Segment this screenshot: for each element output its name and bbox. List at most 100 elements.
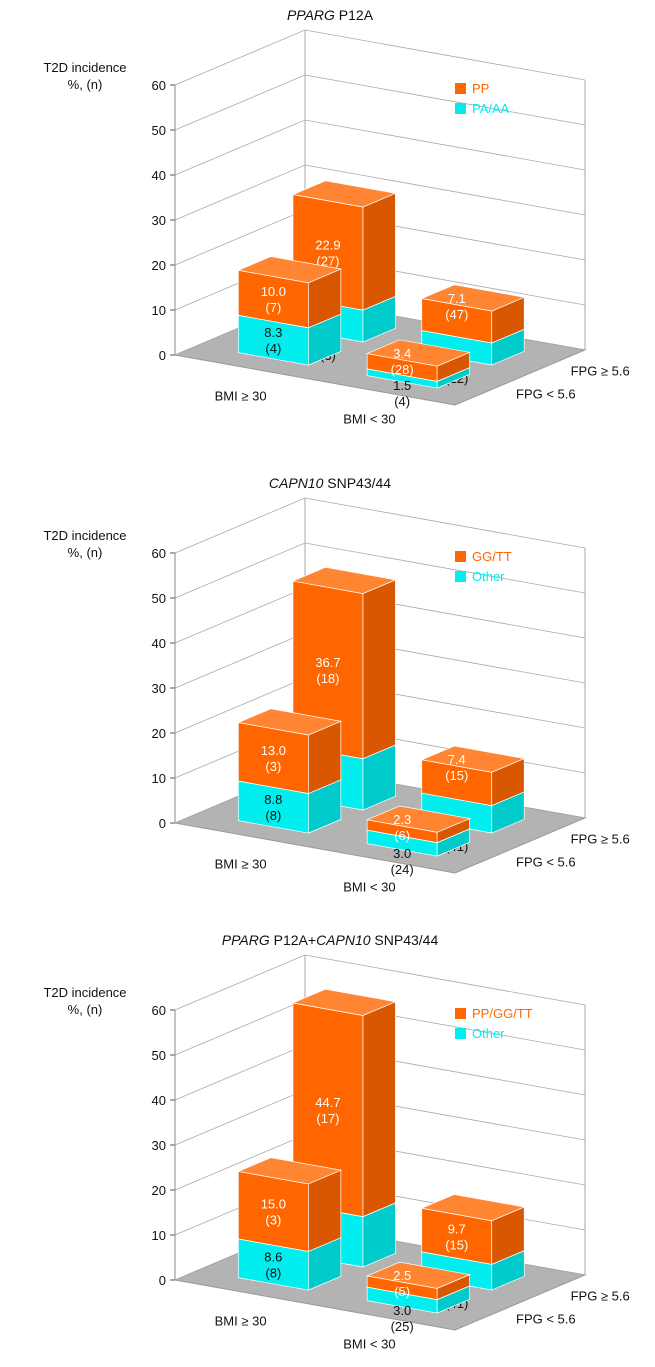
- n-label: (47): [445, 307, 468, 322]
- x-category-label: BMI ≥ 30: [215, 389, 267, 404]
- y-tick-label: 0: [159, 1273, 166, 1288]
- legend-label: PP/GG/TT: [472, 1006, 533, 1021]
- n-label: (3): [265, 1212, 281, 1227]
- bar-side: [362, 1001, 396, 1218]
- y-axis-label: T2D incidence: [43, 528, 126, 543]
- y-tick-label: 60: [152, 546, 166, 561]
- bar-top: [365, 339, 471, 367]
- value-label: 1.5: [393, 378, 411, 393]
- value-label: 22.9: [315, 237, 340, 252]
- bar-side: [362, 579, 396, 760]
- value-label: 9.7: [448, 1221, 466, 1236]
- z-category-label: FPG < 5.6: [516, 1312, 576, 1327]
- bar-segment: [420, 745, 526, 807]
- bar-top: [420, 284, 526, 312]
- y-tick-label: 50: [152, 123, 166, 138]
- bar-segment: [291, 988, 397, 1218]
- bar-top: [237, 1157, 343, 1185]
- title-part: CAPN10: [269, 475, 324, 491]
- chart-panel: PPARG P12A+CAPN10 SNP43/44 T2D incidence%…: [43, 932, 630, 1352]
- value-label: 10.0: [261, 284, 286, 299]
- chart-title: PPARG P12A+CAPN10 SNP43/44: [222, 932, 439, 948]
- bar-top: [420, 1194, 526, 1222]
- x-category-label: BMI < 30: [343, 1337, 395, 1352]
- value-label: 7.1: [448, 291, 466, 306]
- title-part: P12A+: [270, 932, 316, 948]
- n-label: (25): [391, 1319, 414, 1334]
- value-label: 13.0: [261, 743, 286, 758]
- z-category-label: FPG ≥ 5.6: [571, 1288, 630, 1303]
- y-tick-label: 10: [152, 303, 166, 318]
- legend-swatch: [455, 551, 466, 562]
- bar-top: [291, 180, 397, 208]
- n-label: (3): [265, 759, 281, 774]
- value-label: 8.3: [264, 325, 282, 340]
- y-tick-label: 20: [152, 1183, 166, 1198]
- y-tick-label: 30: [152, 213, 166, 228]
- z-category-label: FPG < 5.6: [516, 387, 576, 402]
- y-tick-label: 0: [159, 816, 166, 831]
- bar-segment: [237, 256, 343, 329]
- x-category-label: BMI < 30: [343, 412, 395, 427]
- n-label: (8): [265, 808, 281, 823]
- bar-side: [362, 192, 396, 311]
- value-label: 3.4: [393, 346, 411, 361]
- y-tick-label: 30: [152, 681, 166, 696]
- value-label: 2.3: [393, 812, 411, 827]
- bar-segment: [237, 708, 343, 795]
- legend-swatch: [455, 83, 466, 94]
- bar-segment: [365, 339, 471, 382]
- bar-top: [291, 566, 397, 594]
- bar-side: [308, 1169, 342, 1252]
- y-tick-label: 60: [152, 1003, 166, 1018]
- value-label: 2.5: [393, 1268, 411, 1283]
- bar-top: [291, 988, 397, 1016]
- value-label: 15.0: [261, 1196, 286, 1211]
- legend-swatch: [455, 1008, 466, 1019]
- n-label: (8): [265, 1266, 281, 1281]
- value-label: 8.8: [264, 792, 282, 807]
- bar-top: [237, 708, 343, 736]
- title-part: P12A: [335, 7, 374, 23]
- y-tick-label: 50: [152, 591, 166, 606]
- legend-label: GG/TT: [472, 549, 512, 564]
- value-label: 8.6: [264, 1250, 282, 1265]
- n-label: (6): [394, 828, 410, 843]
- y-axis-label: %, (n): [68, 1002, 103, 1017]
- y-axis-label: %, (n): [68, 77, 103, 92]
- chart-panel: PPARG P12A T2D incidence %, (n) 0 10 20 30 40 50…: [43, 7, 630, 427]
- y-tick-label: 30: [152, 1138, 166, 1153]
- title-part: CAPN10: [316, 932, 371, 948]
- n-label: (18): [316, 671, 339, 686]
- y-tick-label: 20: [152, 726, 166, 741]
- z-category-label: FPG ≥ 5.6: [571, 363, 630, 378]
- bar-top: [420, 745, 526, 773]
- z-category-label: FPG < 5.6: [516, 855, 576, 870]
- y-tick-label: 60: [152, 78, 166, 93]
- n-label: (24): [391, 862, 414, 877]
- z-category-label: FPG ≥ 5.6: [571, 831, 630, 846]
- value-label: 3.0: [393, 1303, 411, 1318]
- y-axis-label: T2D incidence: [43, 60, 126, 75]
- n-label: (27): [316, 253, 339, 268]
- legend-label: Other: [472, 1026, 505, 1041]
- chart-panel: CAPN10 SNP43/44 T2D incidence %, (n) 0 10 20 3…: [43, 475, 630, 895]
- bar-segment: [237, 1157, 343, 1252]
- x-category-label: BMI ≥ 30: [215, 1314, 267, 1329]
- bar-segment: [365, 1261, 471, 1301]
- n-label: (7): [265, 300, 281, 315]
- bar-top: [365, 1261, 471, 1289]
- title-part: PPARG: [287, 7, 335, 23]
- y-axis-label: T2D incidence: [43, 985, 126, 1000]
- y-tick-label: 10: [152, 1228, 166, 1243]
- n-label: (4): [394, 394, 410, 409]
- n-label: (4): [265, 341, 281, 356]
- value-label: 3.0: [393, 846, 411, 861]
- title-part: PPARG: [222, 932, 270, 948]
- y-tick-label: 10: [152, 771, 166, 786]
- n-label: (15): [445, 768, 468, 783]
- title-part: SNP43/44: [371, 932, 439, 948]
- n-label: (17): [316, 1111, 339, 1126]
- x-category-label: BMI < 30: [343, 880, 395, 895]
